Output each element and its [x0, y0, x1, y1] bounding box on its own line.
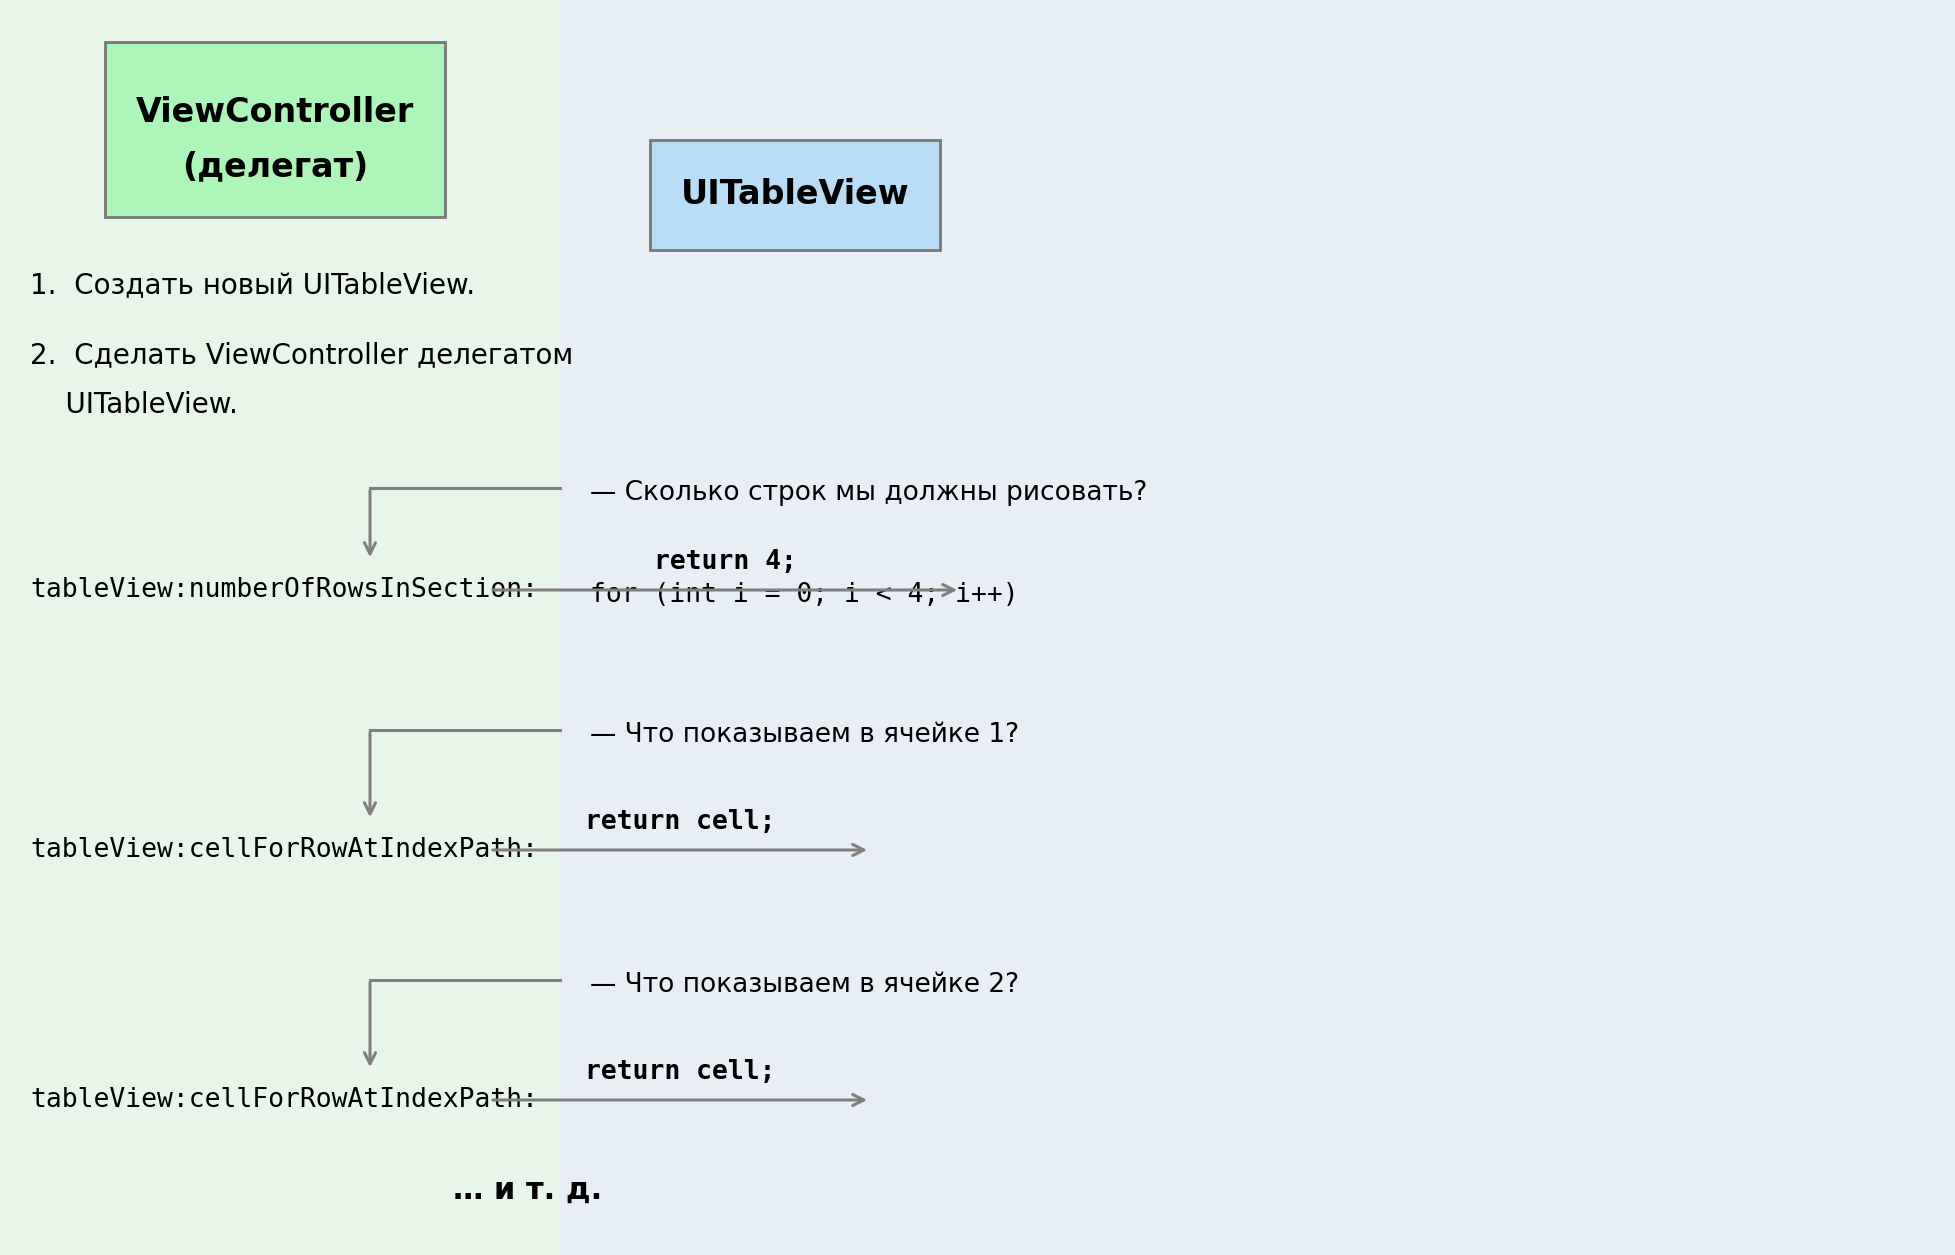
Bar: [0, 0, 559, 1255]
Text: — Что показываем в ячейке 1?: — Что показываем в ячейке 1?: [590, 722, 1019, 748]
Text: — Сколько строк мы должны рисовать?: — Сколько строк мы должны рисовать?: [590, 479, 1148, 506]
Text: 2.  Сделать ViewController делегатом: 2. Сделать ViewController делегатом: [29, 341, 573, 369]
Text: UITableView: UITableView: [680, 178, 909, 212]
Bar: [559, 0, 1955, 1255]
Text: tableView:numberOfRowsInSection:: tableView:numberOfRowsInSection:: [29, 577, 538, 602]
Text: (делегат): (делегат): [182, 151, 368, 183]
Bar: [106, 41, 446, 217]
Text: ViewController: ViewController: [137, 95, 414, 128]
Text: — Что показываем в ячейке 2?: — Что показываем в ячейке 2?: [590, 973, 1019, 998]
Text: for (int i = 0; i < 4; i++): for (int i = 0; i < 4; i++): [590, 582, 1019, 607]
Text: return 4;: return 4;: [653, 548, 796, 575]
Text: … и т. д.: … и т. д.: [454, 1176, 602, 1205]
Text: return cell;: return cell;: [585, 1059, 776, 1086]
Text: tableView:cellForRowAtIndexPath:: tableView:cellForRowAtIndexPath:: [29, 1087, 538, 1113]
Text: tableView:cellForRowAtIndexPath:: tableView:cellForRowAtIndexPath:: [29, 837, 538, 863]
Bar: [649, 141, 940, 250]
Text: return cell;: return cell;: [585, 809, 776, 835]
Text: 1.  Создать новый UITableView.: 1. Создать новый UITableView.: [29, 271, 475, 299]
Text: UITableView.: UITableView.: [29, 392, 239, 419]
